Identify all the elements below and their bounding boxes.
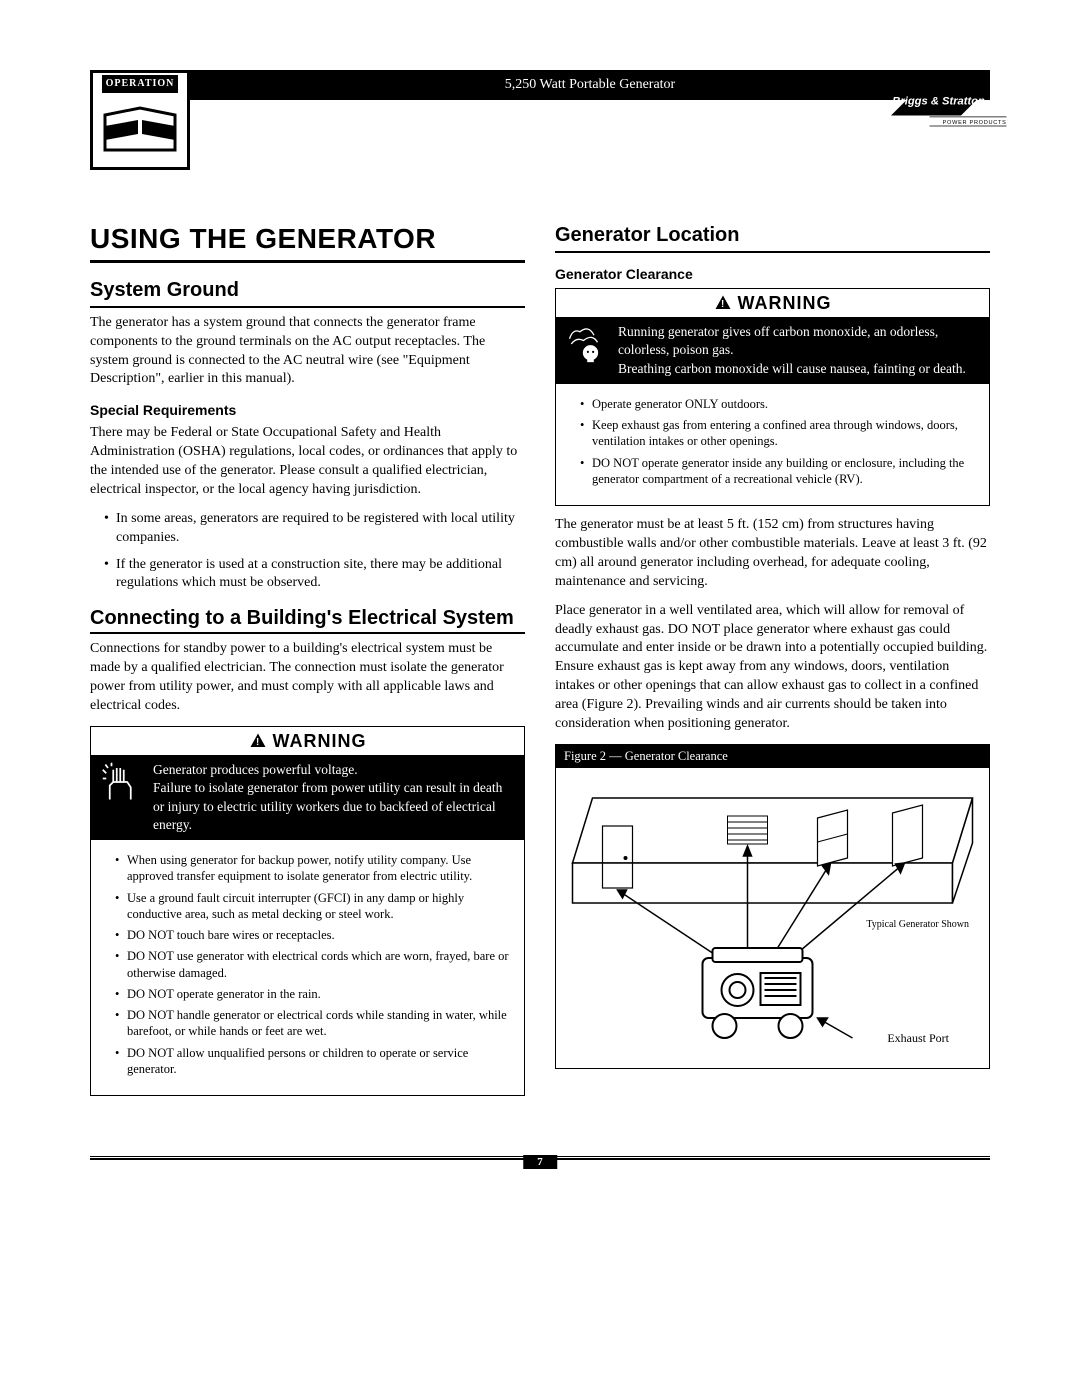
operation-badge-graphic: [93, 93, 187, 168]
svg-text:!: !: [256, 737, 260, 748]
section-connecting: Connecting to a Building's Electrical Sy…: [90, 607, 525, 634]
footer: 7: [90, 1156, 990, 1160]
list-item: Use a ground fault circuit interrupter (…: [115, 890, 514, 923]
list-item: DO NOT operate generator in the rain.: [115, 986, 514, 1002]
connecting-para: Connections for standby power to a build…: [90, 640, 525, 716]
section-location: Generator Location: [555, 222, 990, 253]
operation-label: OPERATION: [102, 75, 179, 93]
special-req-para: There may be Federal or State Occupation…: [90, 424, 525, 500]
list-item: Keep exhaust gas from entering a confine…: [580, 417, 979, 450]
figure-body: Typical Generator Shown Exhaust Port: [556, 768, 989, 1068]
warning-triangle-icon: !: [249, 732, 267, 750]
main-title: USING THE GENERATOR: [90, 220, 525, 263]
brand-sub-text: POWER PRODUCTS: [943, 120, 1007, 126]
list-item: In some areas, generators are required t…: [104, 510, 525, 548]
system-ground-para: The generator has a system ground that c…: [90, 314, 525, 390]
subhead-clearance: Generator Clearance: [555, 265, 990, 284]
figure-2: Figure 2 — Generator Clearance: [555, 744, 990, 1069]
warning-co-list: Operate generator ONLY outdoors. Keep ex…: [566, 396, 979, 487]
warning-voltage: ! WARNING Generator produces powerful vo…: [90, 726, 525, 1096]
clearance-para1: The generator must be at least 5 ft. (15…: [555, 516, 990, 592]
warning-head: ! WARNING: [556, 289, 989, 317]
toxic-skull-icon: [566, 323, 608, 365]
warning-dark-panel: Generator produces powerful voltage. Fai…: [91, 755, 524, 840]
warning-voltage-list: When using generator for backup power, n…: [101, 852, 514, 1077]
figure-label-exhaust: Exhaust Port: [887, 1030, 949, 1046]
content-columns: USING THE GENERATOR System Ground The ge…: [90, 220, 990, 1106]
warning-co: ! WARNING Running generator give: [555, 288, 990, 506]
warning-list-wrap: When using generator for backup power, n…: [91, 840, 524, 1095]
list-item: DO NOT operate generator inside any buil…: [580, 455, 979, 488]
subhead-special-req: Special Requirements: [90, 401, 525, 420]
warning-head: ! WARNING: [91, 727, 524, 755]
special-req-list: In some areas, generators are required t…: [90, 510, 525, 594]
figure-title: Figure 2 — Generator Clearance: [556, 745, 989, 768]
shock-hand-icon: [101, 761, 143, 803]
list-item: DO NOT use generator with electrical cor…: [115, 948, 514, 981]
warning-list-wrap: Operate generator ONLY outdoors. Keep ex…: [556, 384, 989, 505]
svg-text:!: !: [721, 299, 725, 310]
header: OPERATION 5,250 Watt Portable Generator …: [90, 70, 990, 170]
page-number: 7: [523, 1155, 557, 1169]
warning-dark-panel: Running generator gives off carbon monox…: [556, 317, 989, 384]
product-title: 5,250 Watt Portable Generator: [505, 76, 675, 95]
footer-rule: 7: [90, 1156, 990, 1160]
warning-head-text: WARNING: [273, 729, 367, 753]
list-item: If the generator is used at a constructi…: [104, 556, 525, 594]
section-connecting-text: Connecting to a Building's Electrical Sy…: [90, 607, 525, 630]
warning-dark-text: Generator produces powerful voltage. Fai…: [153, 761, 514, 834]
brand-logo: Briggs & Stratton POWER PRODUCTS: [870, 80, 1010, 130]
warning-head-text: WARNING: [738, 291, 832, 315]
warning-dark-line2: Failure to isolate generator from power …: [153, 779, 514, 834]
warning-triangle-icon: !: [714, 294, 732, 312]
brand-name-text: Briggs & Stratton: [892, 95, 985, 107]
list-item: DO NOT handle generator or electrical co…: [115, 1007, 514, 1040]
left-column: USING THE GENERATOR System Ground The ge…: [90, 220, 525, 1106]
warning-dark-line1: Generator produces powerful voltage.: [153, 761, 514, 779]
section-system-ground: System Ground: [90, 277, 525, 308]
list-item: DO NOT allow unqualified persons or chil…: [115, 1045, 514, 1078]
list-item: DO NOT touch bare wires or receptacles.: [115, 927, 514, 943]
right-column: Generator Location Generator Clearance !…: [555, 220, 990, 1106]
warning-dark-text: Running generator gives off carbon monox…: [618, 323, 979, 378]
list-item: When using generator for backup power, n…: [115, 852, 514, 885]
clearance-para2: Place generator in a well ventilated are…: [555, 602, 990, 734]
list-item: Operate generator ONLY outdoors.: [580, 396, 979, 412]
operation-badge: OPERATION: [90, 70, 190, 170]
warning-dark-line1: Running generator gives off carbon monox…: [618, 323, 979, 359]
warning-dark-line2: Breathing carbon monoxide will cause nau…: [618, 360, 979, 378]
figure-label-typical: Typical Generator Shown: [866, 918, 969, 932]
